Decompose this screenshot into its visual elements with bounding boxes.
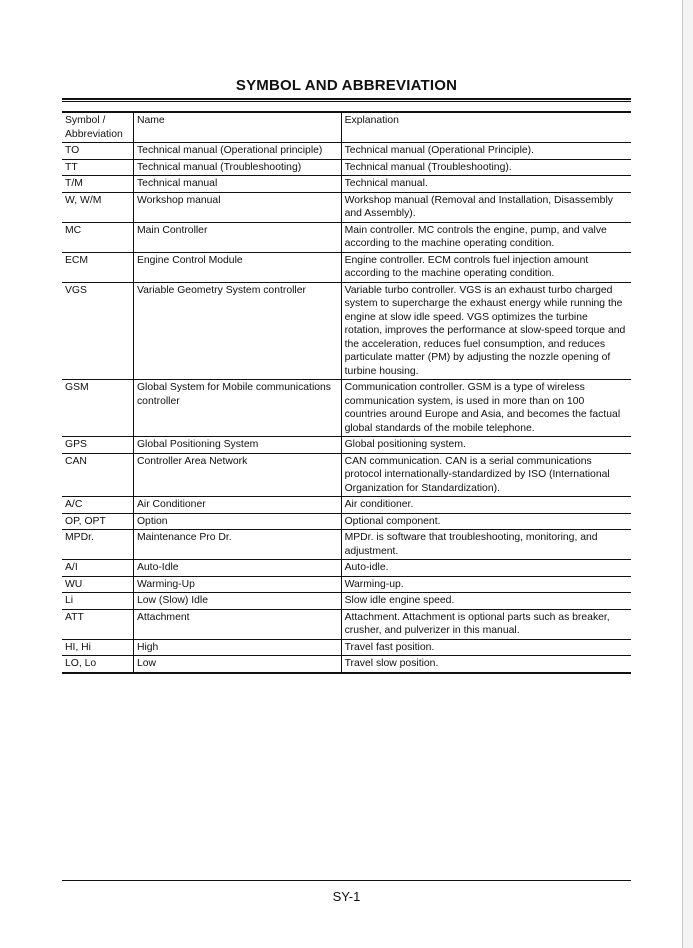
cell-symbol: MC <box>62 222 134 253</box>
cell-explanation: Technical manual (Troubleshooting). <box>341 159 631 176</box>
table-row: OP, OPT Option Optional component. <box>62 513 631 530</box>
page-number: SY-1 <box>332 889 361 904</box>
cell-name: Variable Geometry System controller <box>133 282 342 380</box>
cell-symbol: TT <box>62 159 134 176</box>
cell-explanation: Slow idle engine speed. <box>341 592 631 610</box>
table-row: T/M Technical manual Technical manual. <box>62 175 631 193</box>
table-row: TT Technical manual (Troubleshooting) Tech… <box>62 159 631 176</box>
cell-name: Engine Control Module <box>133 252 342 283</box>
cell-explanation: Engine controller. ECM controls fuel inj… <box>341 252 631 283</box>
table-row: HI, Hi High Travel fast position. <box>62 639 631 656</box>
cell-explanation: Communication controller. GSM is a type … <box>341 379 631 437</box>
cell-name: Workshop manual <box>133 192 342 223</box>
cell-symbol: T/M <box>62 175 134 193</box>
cell-name: Low <box>133 655 342 673</box>
cell-symbol: OP, OPT <box>62 513 134 530</box>
cell-name: High <box>133 639 342 656</box>
abbreviation-table: Symbol / Abbreviation Name Explanation T… <box>62 111 631 674</box>
cell-name: Low (Slow) Idle <box>133 592 342 610</box>
table-row: CAN Controller Area Network CAN communicat… <box>62 453 631 497</box>
table-row: WU Warming-Up Warming-up. <box>62 576 631 593</box>
cell-symbol: TO <box>62 142 134 160</box>
cell-explanation: Technical manual. <box>341 175 631 193</box>
table-row: GSM Global System for Mobile communicatio… <box>62 379 631 437</box>
header-name: Name <box>133 112 342 143</box>
cell-symbol: LO, Lo <box>62 655 134 673</box>
header-explanation: Explanation <box>341 112 631 143</box>
cell-name: Global System for Mobile communications … <box>133 379 342 437</box>
cell-name: Auto-Idle <box>133 559 342 577</box>
cell-explanation: Auto-idle. <box>341 559 631 577</box>
title-double-rule <box>62 98 631 102</box>
cell-symbol: A/I <box>62 559 134 577</box>
cell-name: Technical manual <box>133 175 342 193</box>
cell-symbol: HI, Hi <box>62 639 134 656</box>
cell-symbol: W, W/M <box>62 192 134 223</box>
cell-name: Maintenance Pro Dr. <box>133 529 342 560</box>
cell-symbol: Li <box>62 592 134 610</box>
cell-explanation: Optional component. <box>341 513 631 530</box>
table-row: ECM Engine Control Module Engine controlle… <box>62 252 631 283</box>
cell-symbol: A/C <box>62 496 134 514</box>
cell-explanation: Variable turbo controller. VGS is an exh… <box>341 282 631 380</box>
header-symbol: Symbol / Abbreviation <box>62 112 134 143</box>
cell-explanation: Technical manual (Operational Principle)… <box>341 142 631 160</box>
footer-rule <box>62 880 631 881</box>
cell-explanation: Travel slow position. <box>341 655 631 673</box>
cell-name: Technical manual (Troubleshooting) <box>133 159 342 176</box>
page-title: SYMBOL AND ABBREVIATION <box>235 77 458 94</box>
table-row: MC Main Controller Main controller. MC con… <box>62 222 631 253</box>
cell-name: Controller Area Network <box>133 453 342 497</box>
cell-symbol: MPDr. <box>62 529 134 560</box>
cell-explanation: Global positioning system. <box>341 436 631 454</box>
cell-explanation: Main controller. MC controls the engine,… <box>341 222 631 253</box>
cell-name: Option <box>133 513 342 530</box>
cell-symbol: WU <box>62 576 134 593</box>
table-row: W, W/M Workshop manual Workshop manual (Re… <box>62 192 631 223</box>
cell-name: Warming-Up <box>133 576 342 593</box>
table-row: LO, Lo Low Travel slow position. <box>62 655 631 673</box>
table-row: ATT Attachment Attachment. Attachment is o… <box>62 609 631 640</box>
table-row: A/C Air Conditioner Air conditioner. <box>62 496 631 514</box>
table-header-row: Symbol / Abbreviation Name Explanation <box>62 112 631 143</box>
cell-symbol: CAN <box>62 453 134 497</box>
table-row: TO Technical manual (Operational principl… <box>62 142 631 160</box>
cell-name: Air Conditioner <box>133 496 342 514</box>
table-row: Li Low (Slow) Idle Slow idle engine speed. <box>62 592 631 610</box>
cell-name: Attachment <box>133 609 342 640</box>
cell-symbol: ATT <box>62 609 134 640</box>
cell-explanation: Workshop manual (Removal and Installatio… <box>341 192 631 223</box>
cell-explanation: CAN communication. CAN is a serial commu… <box>341 453 631 497</box>
table-row: MPDr. Maintenance Pro Dr. MPDr. is softwar… <box>62 529 631 560</box>
cell-name: Main Controller <box>133 222 342 253</box>
cell-explanation: Warming-up. <box>341 576 631 593</box>
cell-name: Global Positioning System <box>133 436 342 454</box>
cell-explanation: MPDr. is software that troubleshooting, … <box>341 529 631 560</box>
cell-symbol: VGS <box>62 282 134 380</box>
table-row: A/I Auto-Idle Auto-idle. <box>62 559 631 577</box>
cell-name: Technical manual (Operational principle) <box>133 142 342 160</box>
cell-explanation: Attachment. Attachment is optional parts… <box>341 609 631 640</box>
table-row: VGS Variable Geometry System controller Va… <box>62 282 631 380</box>
cell-symbol: GSM <box>62 379 134 437</box>
cell-symbol: ECM <box>62 252 134 283</box>
cell-explanation: Travel fast position. <box>341 639 631 656</box>
cell-symbol: GPS <box>62 436 134 454</box>
cell-explanation: Air conditioner. <box>341 496 631 514</box>
table-row: GPS Global Positioning System Global posit… <box>62 436 631 454</box>
